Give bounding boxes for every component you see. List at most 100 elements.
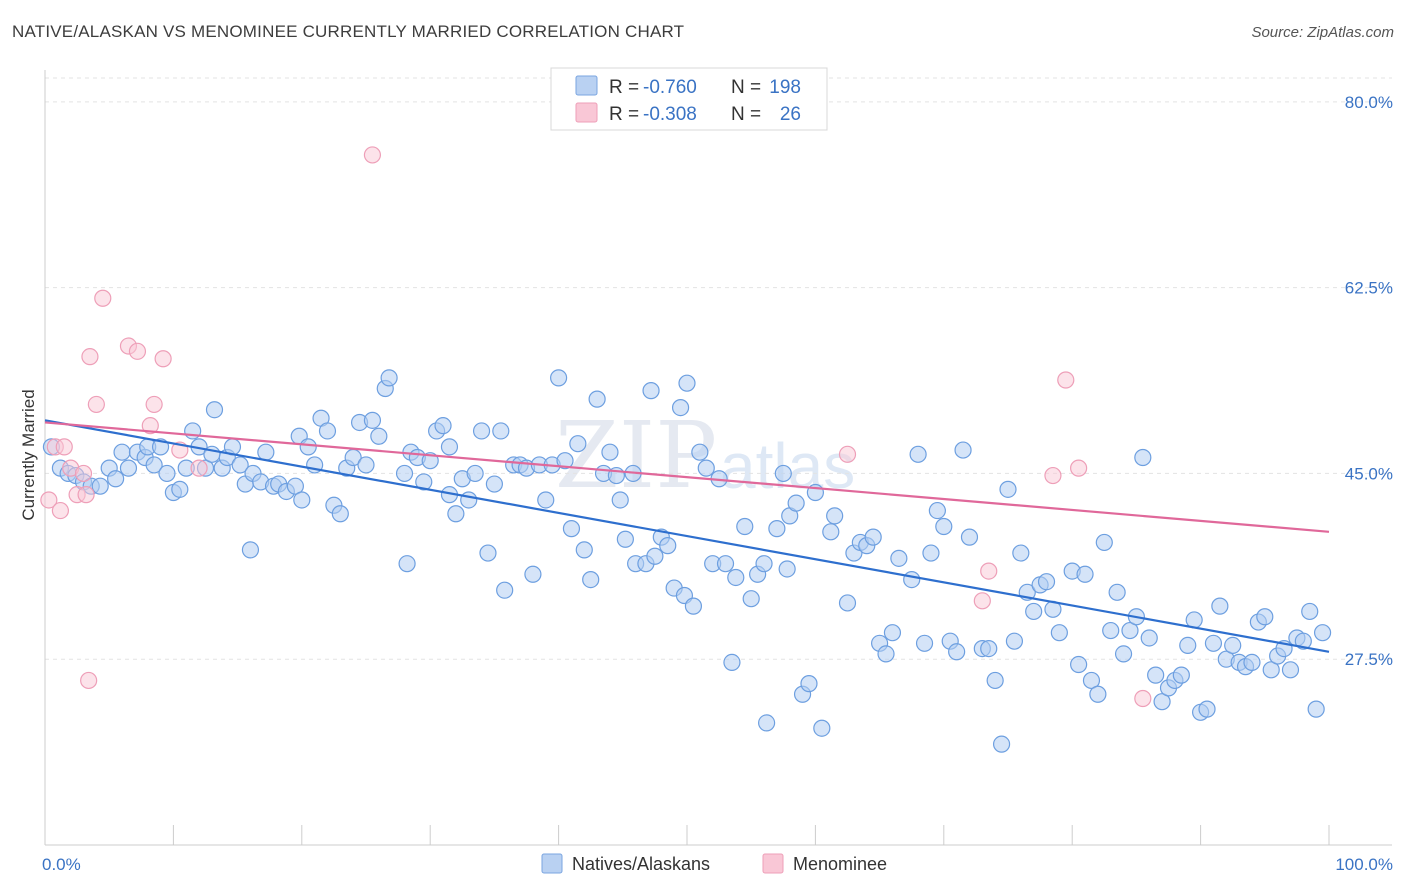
point-natives	[1224, 636, 1242, 655]
point-natives	[496, 581, 514, 599]
point-natives	[826, 507, 844, 525]
legend-n-label-2: N =	[731, 104, 761, 125]
point-natives	[671, 399, 690, 417]
point-natives	[611, 491, 629, 509]
source-label: Source: ZipAtlas.com	[1251, 24, 1394, 41]
point-natives	[864, 528, 882, 546]
point-natives	[986, 671, 1004, 690]
legend-r-value-2: -0.308	[643, 104, 697, 125]
point-natives	[723, 653, 741, 671]
point-natives	[838, 594, 857, 612]
point-menominee	[1044, 466, 1062, 485]
point-natives	[646, 547, 664, 565]
point-natives	[948, 643, 966, 661]
point-natives	[883, 624, 902, 642]
point-natives	[588, 390, 606, 408]
point-natives	[1089, 685, 1107, 703]
point-natives	[415, 473, 433, 491]
point-menominee	[94, 289, 112, 307]
point-natives	[231, 456, 249, 474]
point-natives	[768, 520, 786, 538]
point-natives	[1301, 602, 1319, 621]
point-natives	[1005, 632, 1024, 650]
point-natives	[1076, 565, 1094, 583]
point-natives	[447, 505, 465, 523]
y-tick-label: 62.5%	[1345, 279, 1393, 298]
point-natives	[1095, 533, 1113, 552]
series-legend: Natives/Alaskans Menominee	[541, 853, 887, 874]
point-natives	[935, 517, 953, 536]
series-menominee-points	[40, 146, 1152, 708]
point-natives	[727, 568, 745, 587]
point-natives	[299, 438, 317, 456]
y-tick-label: 80.0%	[1345, 93, 1393, 112]
point-natives	[1025, 602, 1043, 621]
point-natives	[1114, 645, 1133, 663]
point-natives	[1307, 700, 1325, 718]
point-natives	[440, 438, 459, 456]
point-menominee	[363, 146, 382, 164]
legend-r-value-1: -0.760	[643, 77, 697, 98]
point-natives	[145, 456, 163, 474]
point-natives	[822, 523, 840, 541]
point-menominee	[980, 562, 998, 580]
point-natives	[877, 645, 895, 663]
point-menominee	[74, 464, 93, 483]
point-menominee	[51, 501, 70, 520]
point-natives	[1262, 661, 1280, 679]
point-menominee	[973, 592, 991, 610]
point-natives	[1243, 653, 1261, 671]
point-menominee	[55, 438, 73, 456]
point-natives	[800, 675, 818, 693]
point-natives	[1179, 636, 1197, 655]
point-menominee	[190, 459, 208, 477]
bottom-legend-menominee: Menominee	[793, 854, 887, 874]
point-natives	[1211, 597, 1229, 615]
point-natives	[1037, 573, 1056, 591]
point-natives	[909, 445, 927, 463]
point-natives	[922, 544, 940, 562]
point-natives	[318, 422, 337, 440]
point-natives	[890, 549, 908, 567]
point-natives	[241, 541, 260, 559]
point-natives	[1121, 621, 1139, 640]
point-natives	[716, 555, 735, 573]
point-natives	[992, 735, 1011, 753]
point-menominee	[128, 342, 147, 360]
bottom-legend-swatch-natives	[541, 853, 563, 874]
point-natives	[758, 714, 776, 732]
point-natives	[107, 470, 125, 488]
point-natives	[562, 520, 581, 538]
point-natives	[1012, 544, 1030, 562]
point-natives	[980, 639, 998, 658]
bottom-legend-swatch-menominee	[762, 853, 784, 874]
point-menominee	[87, 395, 105, 414]
point-menominee	[1057, 371, 1075, 389]
point-natives	[466, 464, 484, 483]
point-natives	[1256, 608, 1274, 626]
trend-lines	[44, 419, 1330, 653]
point-natives	[601, 443, 619, 461]
point-natives	[479, 544, 497, 562]
point-natives	[1134, 448, 1152, 467]
point-natives	[205, 401, 224, 419]
point-natives	[331, 505, 349, 523]
legend-swatch-blue	[575, 75, 598, 96]
legend-n-label-1: N =	[731, 77, 761, 98]
point-natives	[1294, 632, 1312, 650]
trend-line-menominee	[44, 421, 1330, 533]
point-natives	[659, 537, 677, 555]
point-natives	[678, 374, 696, 392]
point-natives	[569, 435, 587, 453]
stats-legend: R = -0.760 N = 198 R = -0.308 N = 26	[550, 67, 828, 131]
point-natives	[960, 528, 979, 546]
point-natives	[928, 501, 946, 520]
point-menominee	[154, 350, 172, 368]
point-natives	[485, 475, 503, 493]
x-tick-label-0: 0.0%	[42, 855, 81, 874]
point-natives	[119, 459, 138, 477]
point-natives	[293, 491, 311, 509]
point-natives	[1108, 583, 1126, 601]
point-menominee	[1070, 459, 1088, 477]
point-natives	[434, 417, 452, 435]
